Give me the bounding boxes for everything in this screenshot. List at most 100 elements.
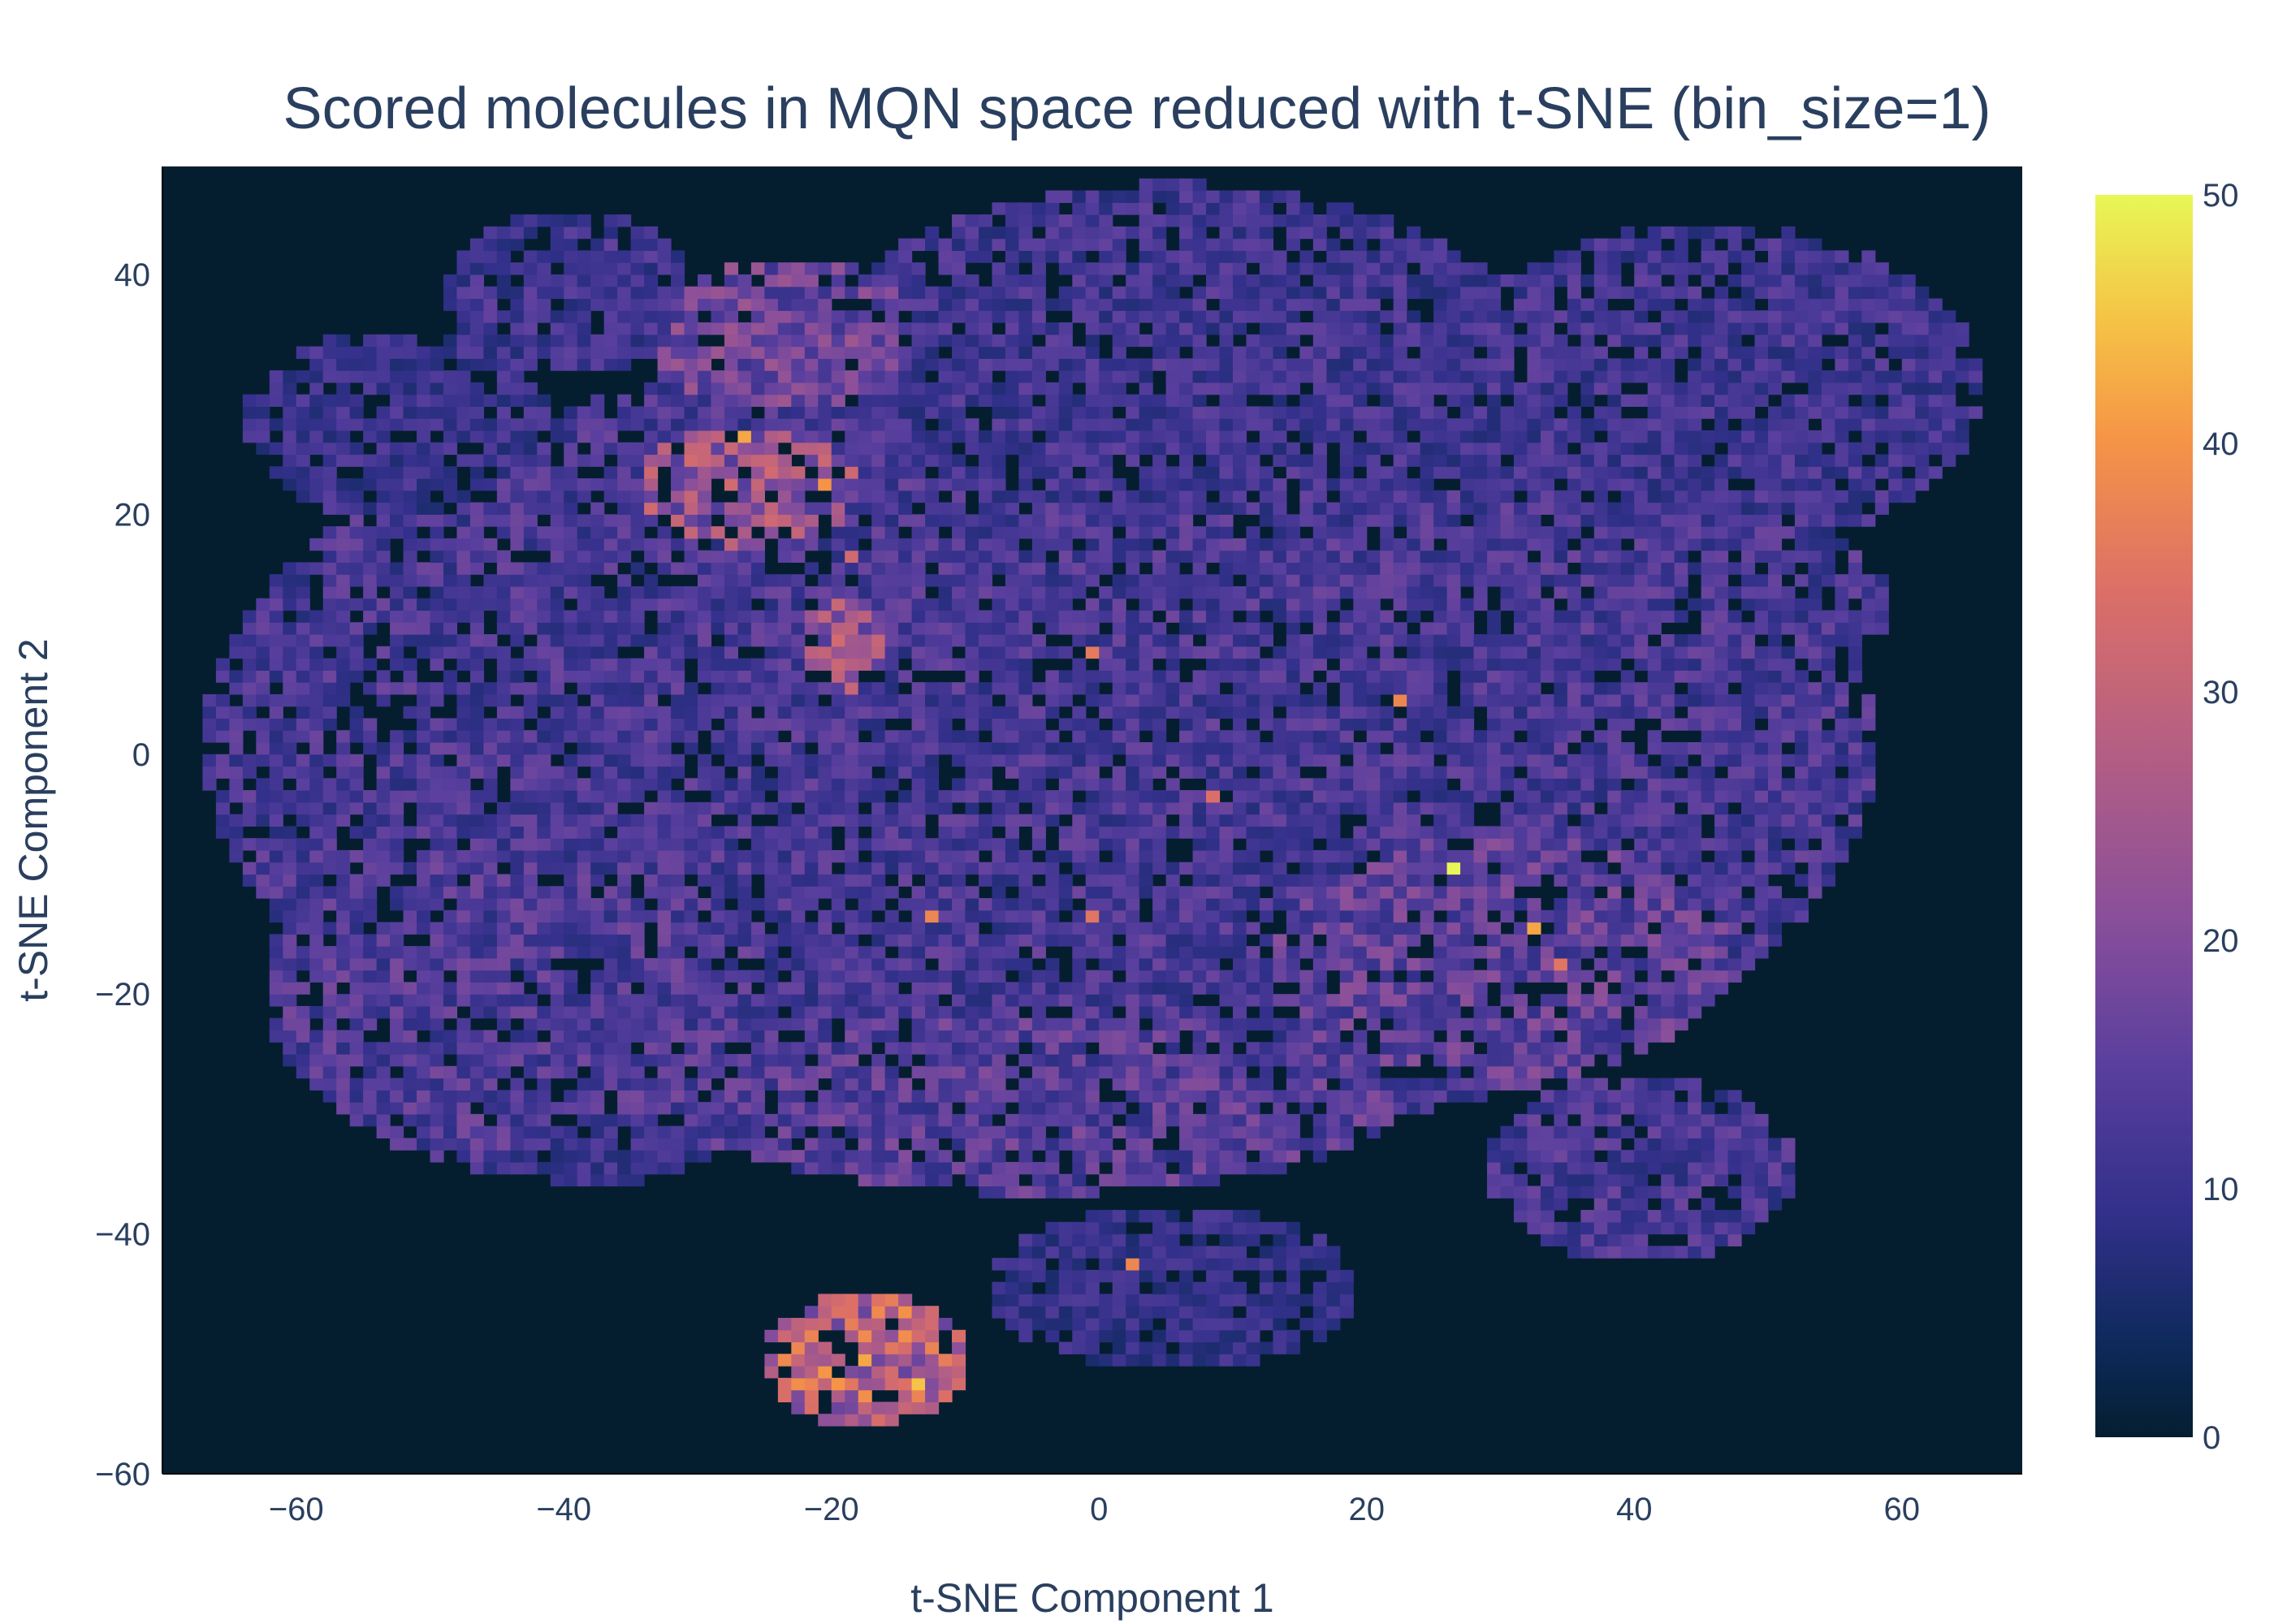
heatmap-cell (363, 898, 378, 911)
heatmap-cell (1085, 646, 1100, 659)
heatmap-cell (965, 946, 979, 959)
heatmap-cell (911, 1402, 926, 1415)
heatmap-cell (590, 418, 605, 431)
heatmap-cell (1031, 1173, 1046, 1187)
heatmap-cell (1072, 622, 1087, 635)
heatmap-cell (1045, 1065, 1060, 1079)
heatmap-cell (750, 693, 765, 707)
heatmap-cell (630, 934, 645, 947)
heatmap-cell (1126, 1258, 1140, 1271)
heatmap-cell (871, 994, 886, 1007)
heatmap-cell (831, 622, 845, 635)
heatmap-cell (711, 682, 725, 695)
heatmap-cell (1005, 574, 1019, 587)
heatmap-cell (363, 957, 378, 971)
heatmap-cell (898, 849, 913, 863)
heatmap-cell (1139, 238, 1153, 251)
heatmap-cell (1179, 1054, 1194, 1067)
heatmap-cell (978, 778, 993, 791)
heatmap-cell (443, 1078, 458, 1091)
heatmap-cell (1179, 490, 1194, 503)
heatmap-cell (496, 826, 511, 839)
heatmap-cell (992, 898, 1006, 911)
heatmap-cell (242, 801, 257, 815)
heatmap-cell (390, 466, 404, 479)
heatmap-cell (978, 862, 993, 875)
heatmap-cell (831, 418, 845, 431)
heatmap-cell (938, 622, 953, 635)
heatmap-cell (296, 490, 310, 503)
heatmap-cell (925, 730, 940, 743)
heatmap-cell (456, 454, 471, 467)
heatmap-cell (443, 298, 458, 311)
heatmap-cell (1058, 1113, 1073, 1127)
heatmap-cell (965, 838, 979, 851)
heatmap-cell (684, 454, 698, 467)
heatmap-cell (469, 1090, 484, 1103)
heatmap-cell (978, 909, 993, 923)
heatmap-cell (523, 970, 538, 983)
heatmap-cell (617, 741, 632, 755)
heatmap-cell (697, 622, 712, 635)
heatmap-cell (564, 778, 578, 791)
heatmap-cell (925, 1125, 940, 1139)
heatmap-cell (1139, 622, 1153, 635)
heatmap-cell (911, 382, 926, 395)
heatmap-cell (296, 585, 310, 599)
heatmap-cell (697, 574, 712, 587)
heatmap-cell (684, 346, 698, 359)
heatmap-cell (1192, 598, 1207, 611)
heatmap-cell (309, 754, 324, 767)
heatmap-cell (884, 754, 899, 767)
heatmap-cell (483, 454, 498, 467)
heatmap-cell (483, 814, 498, 827)
heatmap-cell (804, 646, 819, 659)
heatmap-cell (671, 982, 685, 995)
heatmap-cell (1192, 430, 1207, 443)
heatmap-cell (496, 1017, 511, 1031)
heatmap-cell (1045, 1017, 1060, 1031)
heatmap-cell (1165, 898, 1180, 911)
heatmap-cell (697, 982, 712, 995)
heatmap-cell (737, 670, 752, 683)
heatmap-cell (603, 862, 618, 875)
heatmap-cell (269, 874, 283, 887)
heatmap-cell (430, 514, 444, 527)
heatmap-cell (1126, 1138, 1140, 1151)
heatmap-cell (871, 957, 886, 971)
heatmap-cell (952, 886, 966, 899)
heatmap-cell (965, 718, 979, 731)
heatmap-cell (510, 310, 525, 323)
heatmap-cell (417, 718, 431, 731)
heatmap-cell (523, 538, 538, 551)
heatmap-cell (711, 874, 725, 887)
heatmap-cell (884, 394, 899, 408)
heatmap-cell (697, 1125, 712, 1139)
heatmap-cell (952, 262, 966, 275)
heatmap-cell (456, 598, 471, 611)
heatmap-cell (724, 394, 739, 408)
heatmap-cell (858, 1366, 872, 1379)
heatmap-cell (510, 238, 525, 251)
heatmap-cell (925, 298, 940, 311)
heatmap-cell (804, 706, 819, 719)
heatmap-cell (858, 598, 872, 611)
heatmap-cell (884, 358, 899, 371)
heatmap-cell (724, 934, 739, 947)
heatmap-cell (510, 922, 525, 935)
heatmap-cell (938, 1042, 953, 1055)
heatmap-cell (925, 334, 940, 348)
heatmap-cell (644, 1161, 659, 1175)
heatmap-cell (724, 610, 739, 623)
heatmap-cell (777, 1102, 792, 1115)
heatmap-cell (818, 754, 832, 767)
heatmap-cell (1058, 466, 1073, 479)
heatmap-cell (390, 1030, 404, 1043)
heatmap-cell (764, 454, 779, 467)
heatmap-cell (777, 1377, 792, 1391)
heatmap-cell (1179, 1221, 1194, 1235)
heatmap-cell (671, 1030, 685, 1043)
heatmap-cell (296, 658, 310, 671)
heatmap-cell (564, 226, 578, 240)
heatmap-cell (911, 1389, 926, 1402)
